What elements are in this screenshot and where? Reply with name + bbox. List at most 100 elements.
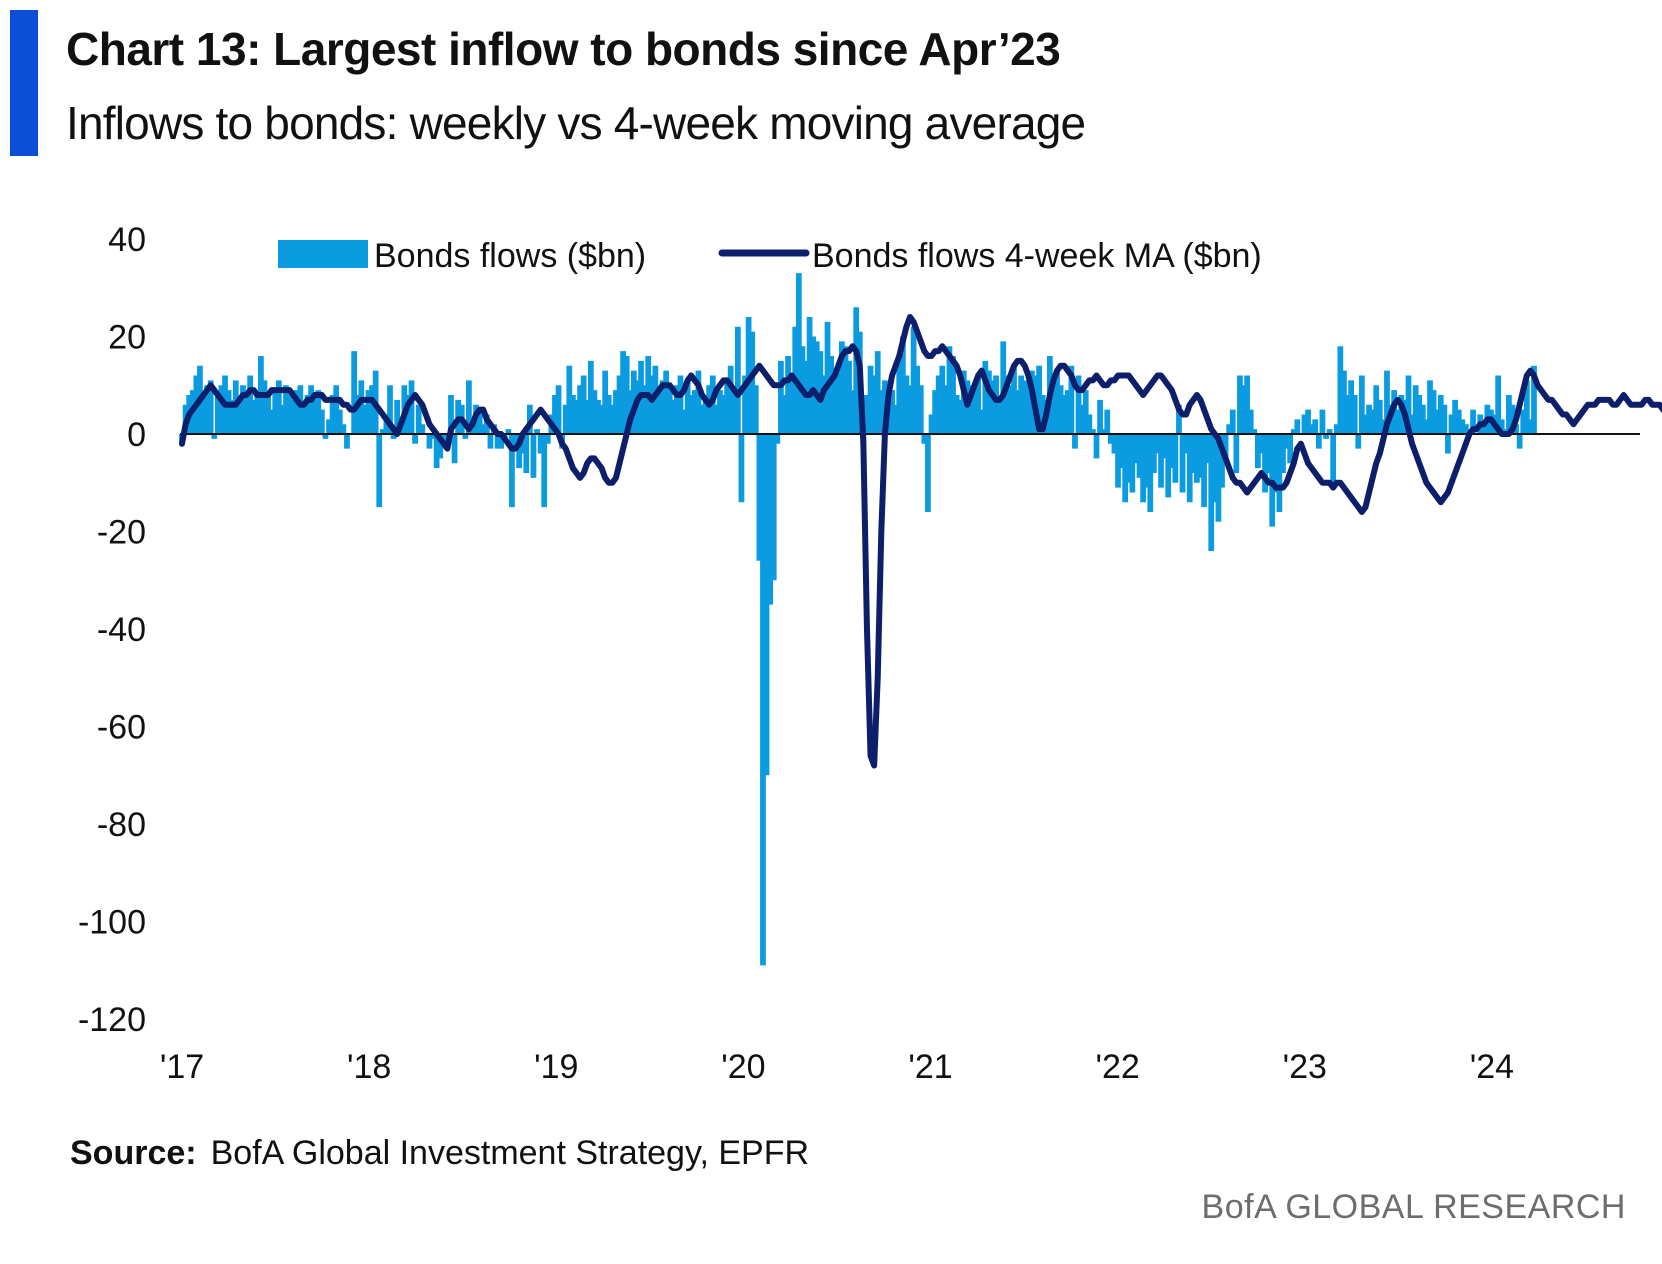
flow-bar xyxy=(494,434,501,449)
flow-bar xyxy=(1079,404,1086,434)
flow-bar xyxy=(283,385,289,434)
flow-bar xyxy=(1301,414,1308,434)
flow-bar xyxy=(412,434,418,444)
flow-bar xyxy=(240,385,246,434)
flow-bar xyxy=(1355,434,1362,449)
flow-bar xyxy=(362,404,368,434)
flow-bar xyxy=(849,390,856,435)
flow-bar xyxy=(365,390,372,435)
flow-bar xyxy=(530,434,537,478)
flow-bar xyxy=(1434,409,1441,435)
flow-bar xyxy=(889,390,895,435)
legend-label-bars: Bonds flows ($bn) xyxy=(374,237,646,275)
flow-bar xyxy=(1427,380,1433,435)
flow-bar xyxy=(1290,429,1297,435)
flow-bar xyxy=(587,360,594,435)
flow-bar xyxy=(917,385,924,434)
flow-bar xyxy=(971,390,978,435)
flow-bar xyxy=(1125,434,1132,483)
y-tick-label: -80 xyxy=(97,806,146,844)
x-tick-label: '24 xyxy=(1470,1048,1514,1086)
flow-bar xyxy=(1351,395,1358,434)
flow-bar xyxy=(268,409,275,435)
flow-bar xyxy=(340,424,347,434)
flow-bar xyxy=(1452,399,1458,435)
flow-bar xyxy=(1409,414,1415,434)
flow-bar xyxy=(1036,365,1042,434)
flow-bar xyxy=(1527,419,1534,435)
flow-bar xyxy=(584,399,591,435)
flow-bar xyxy=(1326,429,1333,435)
flow-bar xyxy=(727,365,734,434)
flow-bar xyxy=(996,399,1003,435)
flow-bar xyxy=(250,399,257,435)
flow-bar xyxy=(509,434,515,508)
flow-bar xyxy=(1462,424,1469,434)
flow-bar xyxy=(1437,395,1444,434)
flow-bar xyxy=(1011,365,1017,434)
brand-label: BofA GLOBAL RESEARCH xyxy=(1201,1188,1626,1226)
flow-bar xyxy=(516,434,522,469)
flow-bar xyxy=(752,385,759,434)
y-tick-label: 40 xyxy=(108,221,146,259)
flow-bar xyxy=(806,317,813,434)
flow-bar xyxy=(523,434,530,473)
chart-subtitle: Inflows to bonds: weekly vs 4-week movin… xyxy=(66,97,1086,149)
flow-bar xyxy=(928,414,935,434)
flow-bar xyxy=(688,395,695,434)
flow-bar xyxy=(544,434,551,444)
flow-bar xyxy=(1104,409,1111,435)
flow-bar xyxy=(218,385,225,434)
flow-bar xyxy=(982,360,989,435)
flow-bar xyxy=(978,409,985,435)
flow-bar xyxy=(1161,434,1168,459)
flow-bar xyxy=(1086,414,1093,434)
flow-bar xyxy=(684,380,691,435)
flow-bar xyxy=(946,346,953,434)
flow-bar xyxy=(247,375,254,434)
flow-bar xyxy=(505,429,512,435)
flow-bar xyxy=(1265,434,1272,473)
flow-bar xyxy=(691,390,698,435)
flow-bar xyxy=(774,434,781,444)
flow-bar xyxy=(555,385,562,434)
flow-bar xyxy=(1208,434,1215,551)
flow-bar xyxy=(1064,390,1071,435)
flow-bar xyxy=(480,424,487,434)
y-axis: 40 20 0 -20 -40 -60 -80 -100 -120 xyxy=(78,221,146,1039)
flow-bar xyxy=(290,399,297,435)
flow-bar xyxy=(1376,399,1383,435)
flow-bar xyxy=(1147,434,1154,512)
flow-bar xyxy=(1140,434,1146,503)
flow-bar xyxy=(656,390,662,435)
x-tick-label: '18 xyxy=(347,1048,391,1086)
flow-bar xyxy=(842,346,849,434)
flow-bar xyxy=(1075,375,1082,434)
flow-bar xyxy=(738,434,745,503)
flow-bar xyxy=(1373,385,1380,434)
flow-bar xyxy=(785,356,791,434)
x-axis: '17 '18 '19 '20 '21 '22 '23 '24 xyxy=(160,1048,1514,1086)
flow-bar xyxy=(1369,409,1376,435)
legend: Bonds flows ($bn) Bonds flows 4-week MA … xyxy=(278,237,1262,275)
flow-bar xyxy=(254,390,261,435)
flow-bar xyxy=(498,434,505,449)
flow-bar xyxy=(616,375,623,434)
flow-bar xyxy=(1118,434,1125,469)
flow-bar xyxy=(871,375,878,434)
flow-bar xyxy=(322,434,329,439)
flow-bar xyxy=(835,365,842,434)
flow-bar xyxy=(487,434,494,449)
flow-bar xyxy=(677,375,684,434)
flow-bar xyxy=(1054,370,1060,435)
flow-bar xyxy=(731,395,738,434)
flow-bar xyxy=(265,395,271,434)
flow-bar xyxy=(408,380,415,435)
flow-bar xyxy=(541,434,548,508)
flow-bar xyxy=(1122,434,1129,503)
flow-bar xyxy=(770,434,777,581)
flow-bar xyxy=(451,434,458,464)
flow-bar xyxy=(308,385,314,434)
flow-bar xyxy=(534,429,540,435)
flow-bar xyxy=(1294,419,1301,435)
